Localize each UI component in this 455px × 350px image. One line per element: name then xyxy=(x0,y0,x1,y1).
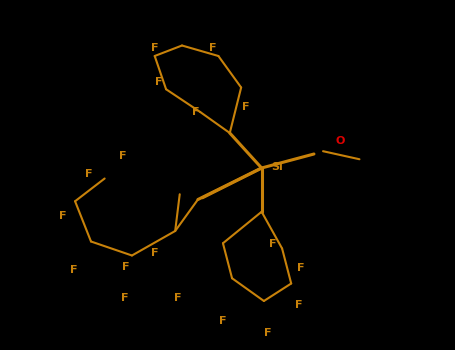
Text: F: F xyxy=(192,107,199,117)
Text: F: F xyxy=(85,169,92,179)
Text: F: F xyxy=(59,211,66,221)
Text: F: F xyxy=(151,43,158,53)
Text: F: F xyxy=(71,265,78,275)
Text: O: O xyxy=(336,136,345,146)
Text: F: F xyxy=(155,77,162,87)
Text: F: F xyxy=(269,239,277,249)
Text: F: F xyxy=(174,293,181,303)
Text: Si: Si xyxy=(271,162,283,172)
Text: F: F xyxy=(122,262,129,272)
Text: F: F xyxy=(219,316,227,326)
Text: F: F xyxy=(209,43,217,53)
Text: F: F xyxy=(295,300,302,310)
Text: F: F xyxy=(242,103,249,112)
Text: F: F xyxy=(264,328,271,337)
Text: F: F xyxy=(297,263,304,273)
Text: F: F xyxy=(119,151,126,161)
Text: F: F xyxy=(121,293,129,303)
Text: F: F xyxy=(151,248,158,258)
